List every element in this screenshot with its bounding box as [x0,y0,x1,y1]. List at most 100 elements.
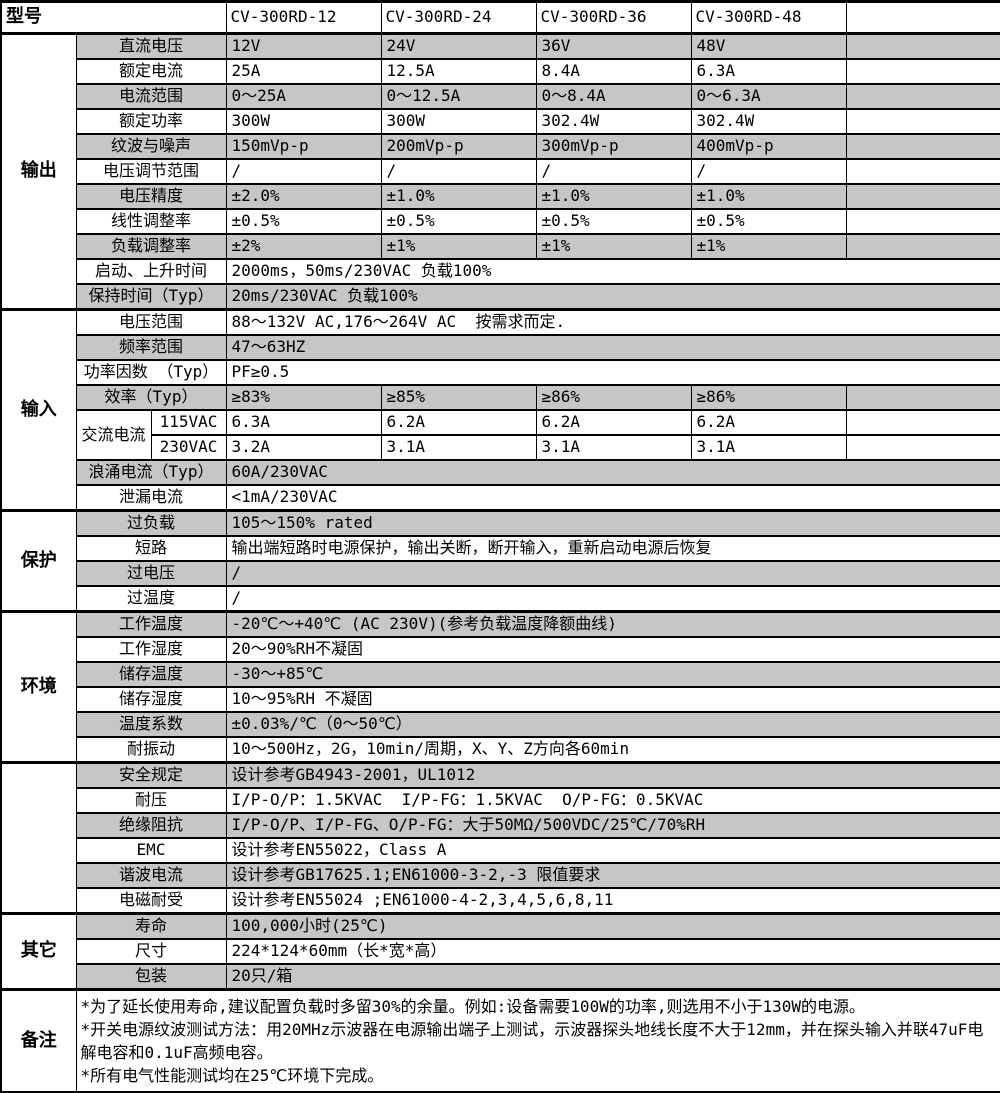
table-row: 电压调节范围 / / / / [1,158,1000,185]
table-row: 启动、上升时间 2000ms，50ms/230VAC 负载100% [1,258,1000,285]
empty-cell [845,133,1000,160]
value-cell: 25A [225,58,382,85]
table-row: 其它 寿命 100,000小时(25℃) [0,912,1000,991]
value-cell: ±1.0% [535,183,692,210]
value-cell: ≥83% [225,384,382,411]
value-cell: ≥86% [690,384,847,411]
model-header-label: 型号 [0,0,227,35]
row-label: 直流电压 [75,32,227,60]
value-cell-span: 20只/箱 [225,963,1000,991]
empty-cell [845,183,1000,210]
table-row: 额定电流 25A 12.5A 8.4A 6.3A [1,58,1000,85]
value-cell: 6.2A [690,409,847,436]
value-cell: 6.3A [690,58,847,85]
table-row: 储存湿度 10～95%RH 不凝固 [1,686,1000,713]
table-row: 温度系数 ±0.03%/℃（0～50℃） [1,711,1000,738]
row-sublabel: 230VAC [150,434,227,461]
row-label: 纹波与噪声 [75,133,227,160]
row-label: 耐振动 [75,736,227,764]
empty-cell [845,434,1000,461]
empty-cell [845,83,1000,110]
value-cell: ±1.0% [690,183,847,210]
value-cell: 200mVp-p [380,133,537,160]
row-label: 工作湿度 [75,636,227,663]
value-cell: 300W [225,108,382,135]
value-cell: 6.3A [225,409,382,436]
value-cell-span: 10～500Hz，2G，10min/周期，X、Y、Z方向各60min [225,736,1000,764]
empty-cell [845,0,1000,35]
empty-cell [845,409,1000,436]
value-cell-span: 20ms/230VAC 负载100% [225,283,1000,311]
row-label: 储存湿度 [75,686,227,713]
empty-cell [845,208,1000,235]
value-cell: ±2% [225,233,382,260]
value-cell-span: 2000ms，50ms/230VAC 负载100% [225,258,1000,285]
row-label: 频率范围 [75,334,227,361]
table-row: 230VAC 3.2A 3.1A 3.1A 3.1A [1,434,1000,461]
value-cell-span: 47～63HZ [225,334,1000,361]
value-cell-span: 设计参考EN55024 ;EN61000-4-2,3,4,5,6,8,11 [225,887,1000,915]
empty-cell [845,32,1000,60]
table-row: 频率范围 47～63HZ [1,334,1000,361]
value-cell: 12.5A [380,58,537,85]
row-label: 工作温度 [75,610,227,638]
table-row: 环境 工作温度 -20℃～+40℃ (AC 230V)(参考负载温度降额曲线) [0,610,1000,764]
table-row: 储存温度 -30～+85℃ [1,661,1000,688]
value-cell: 36V [535,32,692,60]
table-row: 过电压 / [1,560,1000,587]
value-cell: 3.1A [535,434,692,461]
table-row: 保持时间（Typ） 20ms/230VAC 负载100% [1,283,1000,311]
value-cell-span: 100,000小时(25℃) [225,912,1000,940]
value-cell: 150mVp-p [225,133,382,160]
value-cell: 8.4A [535,58,692,85]
value-cell: ≥85% [380,384,537,411]
notes-label: 备注 [0,988,77,1093]
value-cell: 0～25A [225,83,382,110]
row-label: 电压范围 [75,308,227,336]
value-cell-span: <1mA/230VAC [225,484,1000,512]
section-label: 环境 [0,610,77,764]
table-row: 电磁耐受 设计参考EN55024 ;EN61000-4-2,3,4,5,6,8,1… [1,887,1000,915]
model-name: CV-300RD-12 [225,0,382,35]
value-cell: ±1% [690,233,847,260]
table-row: 效率（Typ） ≥83% ≥85% ≥86% ≥86% [1,384,1000,411]
value-cell: ±1% [380,233,537,260]
value-cell-span: 105～150% rated [225,509,1000,537]
value-cell-span: 10～95%RH 不凝固 [225,686,1000,713]
value-cell: 12V [225,32,382,60]
value-cell: 24V [380,32,537,60]
row-label: 电压精度 [75,183,227,210]
section-label [0,761,77,915]
section-label: 输出 [0,32,77,311]
table-row: 过温度 / [1,585,1000,613]
value-cell-span: 88～132V AC,176～264V AC 按需求而定. [225,308,1000,336]
row-label: 温度系数 [75,711,227,738]
row-label: 寿命 [75,912,227,940]
value-cell: 48V [690,32,847,60]
table-row: 泄漏电流 <1mA/230VAC [1,484,1000,512]
row-label: 额定功率 [75,108,227,135]
empty-cell [845,108,1000,135]
value-cell: 3.2A [225,434,382,461]
value-cell: / [535,158,692,185]
row-label: 短路 [75,535,227,562]
value-cell: 302.4W [690,108,847,135]
value-cell: / [690,158,847,185]
value-cell-span: 224*124*60mm（长*宽*高） [225,938,1000,965]
model-name: CV-300RD-48 [690,0,847,35]
notes-content: *为了延长使用寿命,建议配置负载时多留30%的余量。例如:设备需要100W的功率… [75,988,1000,1093]
value-cell: ±0.5% [225,208,382,235]
row-label: 安全规定 [75,761,227,789]
value-cell: ±2.0% [225,183,382,210]
row-label: 电流范围 [75,83,227,110]
row-label: 泄漏电流 [75,484,227,512]
table-row: 尺寸 224*124*60mm（长*宽*高） [1,938,1000,965]
table-row: 短路 输出端短路时电源保护，输出关断，断开输入，重新启动电源后恢复 [1,535,1000,562]
row-sublabel: 115VAC [150,409,227,436]
value-cell: 302.4W [535,108,692,135]
note-line: *为了延长使用寿命,建议配置负载时多留30%的余量。例如:设备需要100W的功率… [80,997,866,1016]
section-label: 其它 [0,912,77,991]
table-row: 交流电流 115VAC 6.3A 6.2A 6.2A 6.2A [1,409,1000,461]
empty-cell [845,158,1000,185]
value-cell-span: ±0.03%/℃（0～50℃） [225,711,1000,738]
